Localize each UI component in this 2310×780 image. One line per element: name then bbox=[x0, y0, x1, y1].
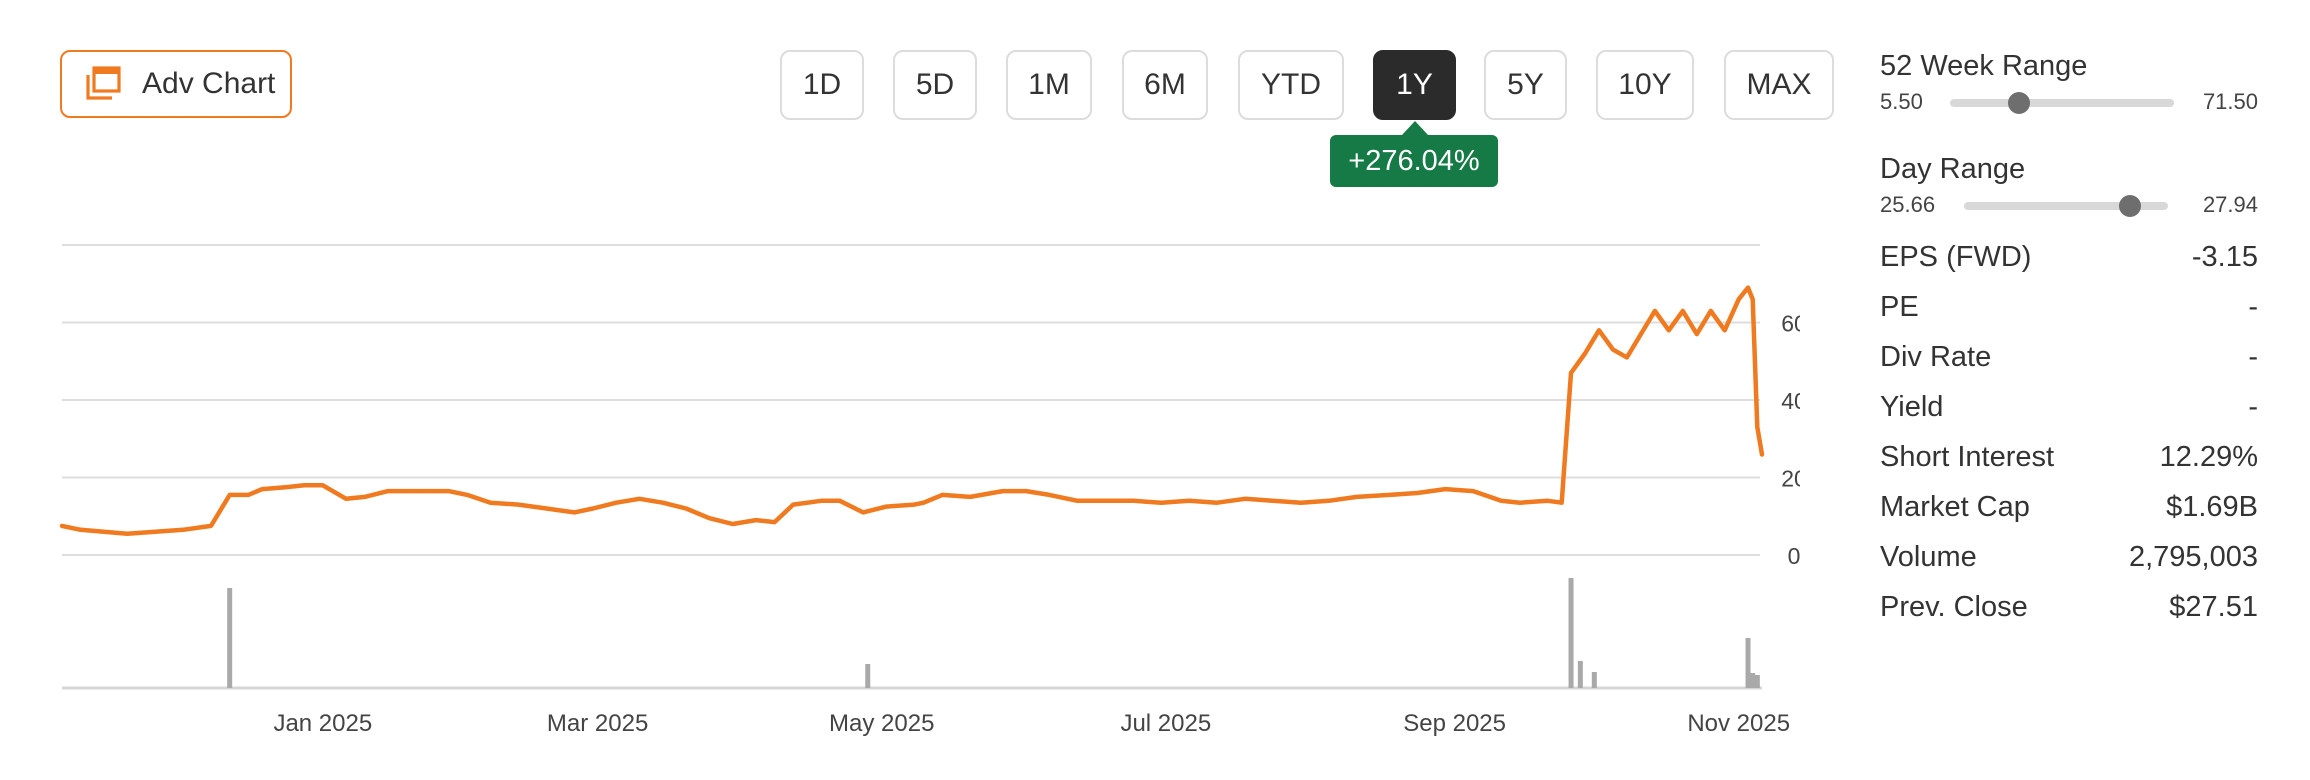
stat-value: $27.51 bbox=[2169, 590, 2258, 623]
x-tick-label: Jul 2025 bbox=[1120, 710, 1211, 737]
stat-value: - bbox=[2248, 390, 2258, 423]
stats-list: EPS (FWD) -3.15 PE - Div Rate - Yield - Shor… bbox=[1880, 232, 2258, 632]
y-tick-label: 40 bbox=[1781, 388, 1800, 414]
stat-label: PE bbox=[1880, 290, 1919, 323]
stat-prev-close: Prev. Close $27.51 bbox=[1880, 582, 2258, 632]
volume-bar bbox=[227, 588, 233, 688]
day-range: 25.66 27.94 bbox=[1880, 192, 2258, 220]
volume-bar bbox=[1577, 661, 1583, 688]
price-line bbox=[59, 285, 1765, 536]
volume-bar bbox=[1750, 673, 1756, 688]
x-tick-label: Sep 2025 bbox=[1403, 710, 1506, 737]
stat-label: Market Cap bbox=[1880, 490, 2030, 523]
grid-lines bbox=[62, 244, 1760, 556]
volume-bars bbox=[62, 578, 1762, 690]
day-high: 27.94 bbox=[2202, 192, 2258, 217]
x-tick-label: Jan 2025 bbox=[273, 710, 372, 737]
range-btn-ytd[interactable]: YTD bbox=[1238, 50, 1344, 120]
stat-pe: PE - bbox=[1880, 282, 2258, 332]
x-tick-label: Mar 2025 bbox=[547, 710, 648, 737]
range-btn-1y[interactable]: 1Y bbox=[1373, 50, 1456, 120]
range-btn-10y[interactable]: 10Y bbox=[1596, 50, 1694, 120]
stat-label: Short Interest bbox=[1880, 440, 2055, 473]
stat-market-cap: Market Cap $1.69B bbox=[1880, 482, 2258, 532]
stats-panel: 52 Week Range 5.50 71.50 Day Range 25.66… bbox=[1880, 50, 2258, 632]
stat-value: 12.29% bbox=[2159, 440, 2258, 473]
price-line-group bbox=[59, 285, 1765, 536]
stat-eps-fwd: EPS (FWD) -3.15 bbox=[1880, 232, 2258, 282]
week52-range: 5.50 71.50 bbox=[1880, 89, 2258, 117]
volume-bar bbox=[1568, 578, 1574, 688]
day-thumb bbox=[2118, 195, 2141, 217]
price-chart: 0 20 40 60 Jan 2025 Mar 2025 May 2025 Jul 2025 S… bbox=[59, 244, 1800, 738]
stat-value: -3.15 bbox=[2191, 240, 2258, 273]
stat-div-rate: Div Rate - bbox=[1880, 332, 2258, 382]
day-low: 25.66 bbox=[1880, 192, 1936, 217]
range-btn-5d[interactable]: 5D bbox=[893, 50, 977, 120]
week52-high: 71.50 bbox=[2202, 89, 2258, 114]
range-btn-max[interactable]: MAX bbox=[1724, 50, 1834, 120]
stat-value: $1.69B bbox=[2166, 490, 2258, 523]
x-tick-label: May 2025 bbox=[829, 710, 934, 737]
x-tick-label: Nov 2025 bbox=[1687, 710, 1790, 737]
stat-label: Prev. Close bbox=[1880, 590, 2028, 623]
y-tick-label: 60 bbox=[1781, 311, 1800, 337]
range-btn-1m[interactable]: 1M bbox=[1006, 50, 1092, 120]
stat-label: Volume bbox=[1880, 540, 1977, 573]
day-track bbox=[1964, 195, 2168, 217]
stat-label: Yield bbox=[1880, 390, 1944, 423]
week52-thumb bbox=[2008, 92, 2031, 114]
range-btn-5y[interactable]: 5Y bbox=[1484, 50, 1567, 120]
adv-chart-button[interactable]: Adv Chart bbox=[60, 50, 292, 118]
stat-label: Div Rate bbox=[1880, 340, 1992, 373]
week52-title: 52 Week Range bbox=[1880, 50, 2088, 82]
y-tick-label: 20 bbox=[1781, 466, 1800, 492]
volume-bar bbox=[1591, 672, 1597, 688]
stat-value: - bbox=[2248, 340, 2258, 373]
adv-chart-label: Adv Chart bbox=[142, 67, 276, 100]
volume-bar bbox=[1754, 675, 1760, 688]
stat-label: EPS (FWD) bbox=[1880, 240, 2032, 273]
volume-bar bbox=[1745, 638, 1751, 688]
stat-value: - bbox=[2248, 290, 2258, 323]
week52-low: 5.50 bbox=[1880, 89, 1923, 114]
stat-volume: Volume 2,795,003 bbox=[1880, 532, 2258, 582]
day-range-title: Day Range bbox=[1880, 153, 2026, 185]
stat-value: 2,795,003 bbox=[2128, 540, 2258, 573]
week52-track bbox=[1950, 92, 2174, 114]
range-btn-6m[interactable]: 6M bbox=[1122, 50, 1208, 120]
axis-labels: 0 20 40 60 Jan 2025 Mar 2025 May 2025 Jul 2025 S… bbox=[273, 311, 1800, 738]
chart-window-icon bbox=[86, 66, 121, 100]
volume-bar bbox=[865, 664, 871, 688]
performance-badge: +276.04% bbox=[1330, 121, 1498, 187]
stat-short-interest: Short Interest 12.29% bbox=[1880, 432, 2258, 482]
range-btn-1d[interactable]: 1D bbox=[780, 50, 864, 120]
stat-yield: Yield - bbox=[1880, 382, 2258, 432]
y-tick-label: 0 bbox=[1788, 543, 1800, 569]
